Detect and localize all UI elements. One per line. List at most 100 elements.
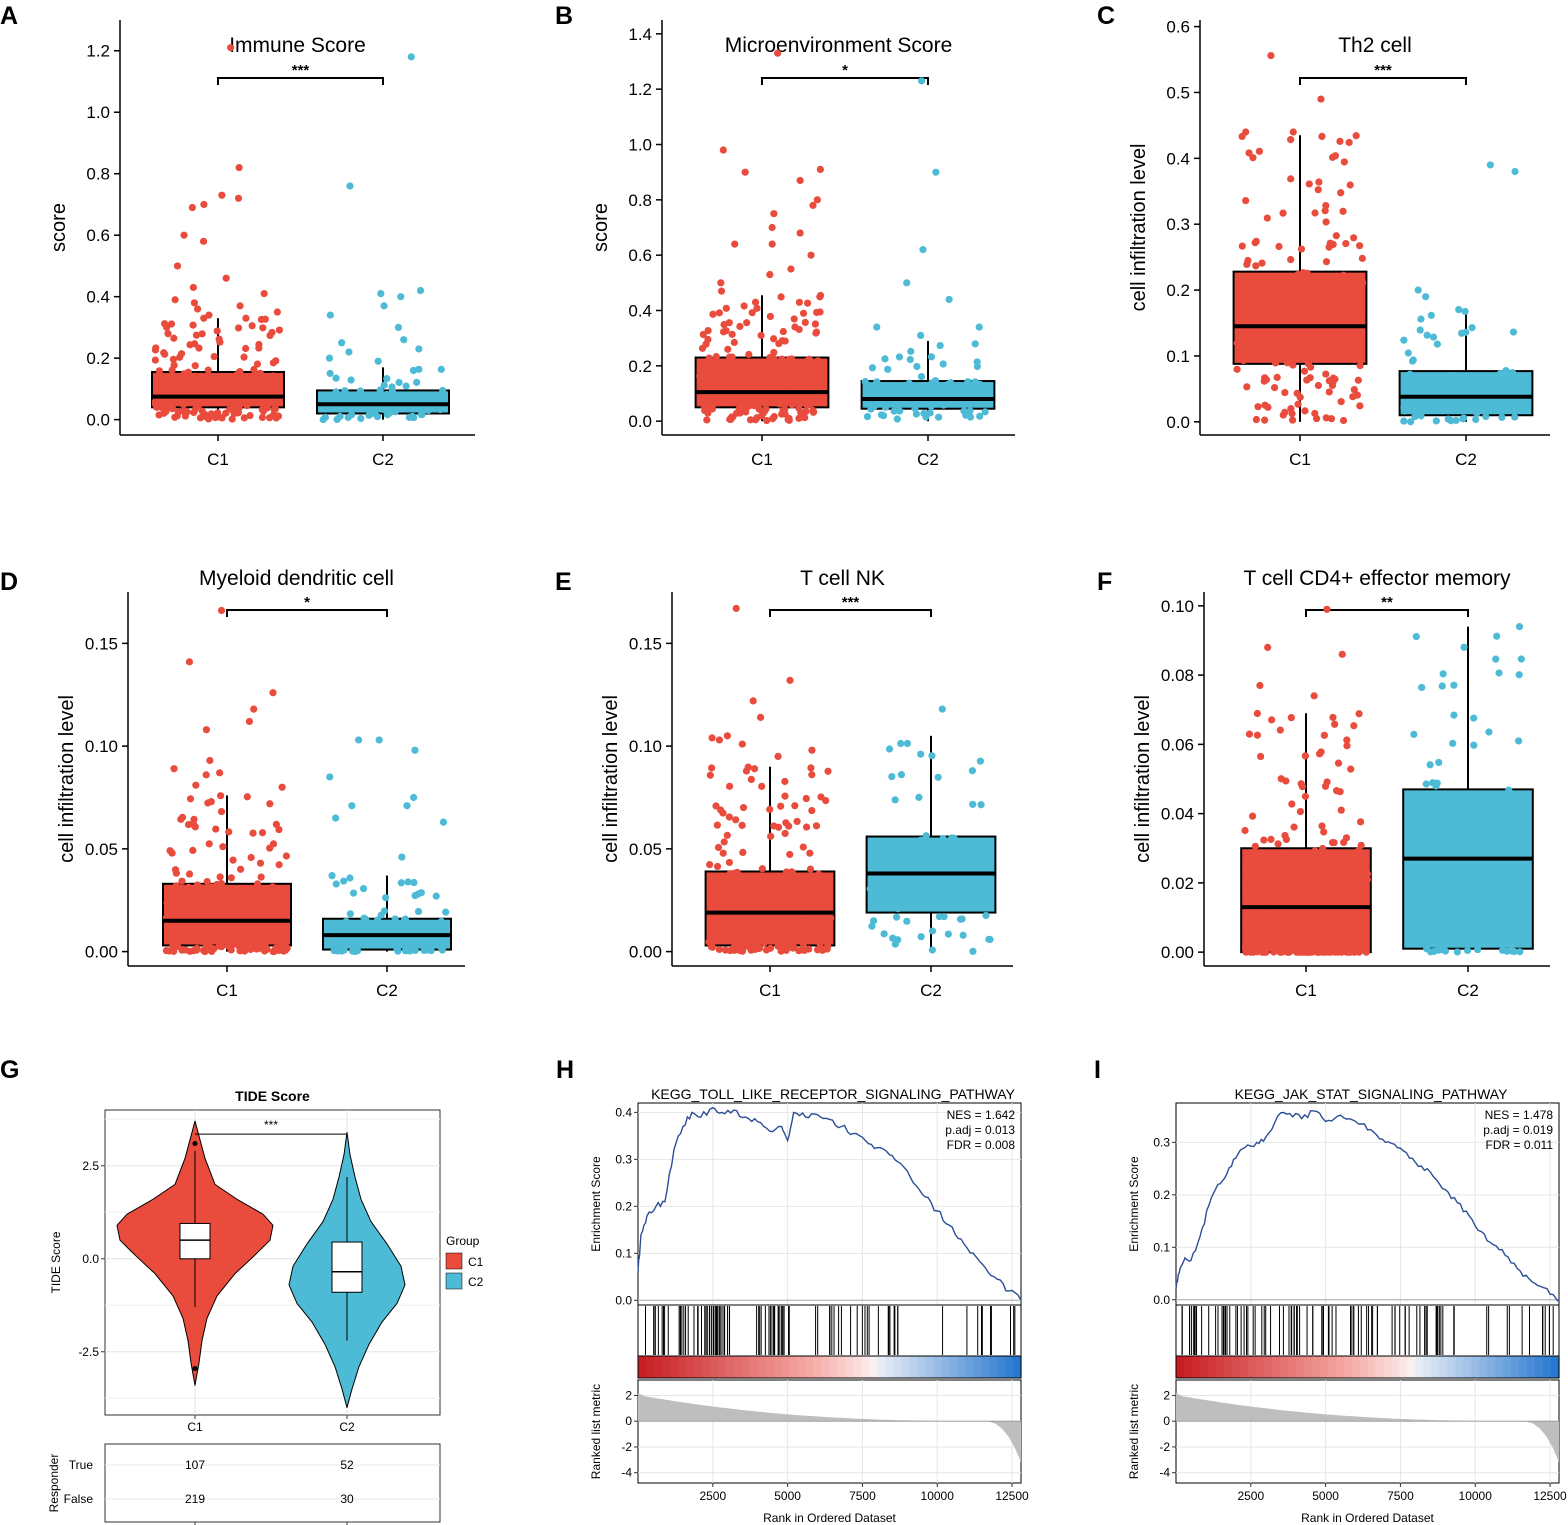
data-point: [708, 764, 716, 772]
data-point: [1449, 739, 1457, 747]
data-point: [760, 939, 768, 947]
significance-label: *: [842, 62, 848, 79]
data-point: [938, 705, 946, 713]
rank-color-segment: [1279, 1356, 1289, 1378]
y-axis-label: score: [590, 203, 612, 252]
y-tick-label: 0.3: [615, 1152, 632, 1166]
data-point: [744, 763, 752, 771]
data-point: [204, 415, 213, 423]
data-point: [1350, 722, 1358, 730]
data-point: [786, 850, 794, 859]
data-point: [741, 168, 749, 176]
data-point: [888, 772, 896, 781]
data-point: [1270, 383, 1279, 392]
data-point: [189, 283, 197, 292]
ranked-metric-area: [1176, 1392, 1559, 1463]
data-point: [325, 354, 334, 362]
data-point: [401, 915, 410, 923]
data-point: [758, 865, 766, 873]
data-point: [1510, 375, 1518, 384]
rank-color-segment: [1431, 1356, 1440, 1378]
data-point: [166, 896, 174, 904]
x-tick-label: C1: [187, 1420, 203, 1434]
data-point: [266, 800, 274, 808]
data-point: [1340, 283, 1348, 291]
data-point: [272, 820, 280, 828]
data-point: [195, 344, 203, 352]
rank-color-segment: [981, 1356, 990, 1378]
y-tick-label: 0.0: [1166, 413, 1190, 432]
data-point: [728, 392, 736, 401]
data-point: [161, 350, 169, 358]
data-point: [200, 314, 208, 322]
data-point: [1509, 328, 1518, 336]
rank-color-segment: [1543, 1356, 1552, 1378]
data-point: [1491, 377, 1499, 385]
data-point: [713, 821, 721, 829]
data-point: [1459, 796, 1467, 804]
data-point: [177, 815, 185, 823]
rank-color-segment: [645, 1356, 655, 1378]
data-point: [811, 393, 819, 402]
data-point: [699, 330, 707, 339]
data-point: [893, 415, 901, 423]
data-point: [964, 378, 972, 386]
data-point: [1267, 51, 1275, 60]
y-tick-label: 0.4: [1166, 149, 1190, 168]
data-point: [1439, 670, 1447, 678]
x-tick-label: 2500: [699, 1489, 726, 1503]
data-point: [750, 765, 759, 773]
data-point: [749, 697, 757, 705]
data-point: [708, 943, 717, 951]
data-point: [744, 939, 753, 947]
data-point: [1507, 946, 1515, 954]
data-point: [1253, 731, 1262, 739]
data-point: [1344, 306, 1352, 314]
data-point: [177, 350, 186, 358]
data-point: [282, 944, 290, 952]
data-point: [760, 899, 769, 907]
data-point: [934, 860, 942, 869]
box-iqr: [331, 1241, 363, 1293]
rank-color-segment: [805, 1356, 815, 1378]
y-tick-label: 0.00: [85, 943, 118, 962]
data-point: [1342, 315, 1351, 323]
data-point: [721, 899, 729, 907]
data-point: [922, 413, 930, 421]
panel-title: TIDE Score: [235, 1088, 310, 1104]
data-point: [1357, 290, 1365, 298]
data-point: [873, 378, 881, 386]
data-point: [217, 879, 225, 888]
data-point: [227, 388, 235, 396]
data-point: [1356, 916, 1364, 924]
data-point: [711, 886, 720, 894]
panel-label: A: [0, 2, 18, 30]
y-axis-label: TIDE Score: [49, 1231, 63, 1293]
data-point: [1509, 403, 1518, 411]
data-point: [346, 182, 354, 190]
data-point: [260, 289, 268, 298]
data-point: [1302, 948, 1310, 956]
data-point: [796, 229, 804, 237]
data-point: [1462, 328, 1470, 336]
data-point: [1363, 875, 1371, 884]
y-tick-label: 0.1: [1166, 347, 1190, 366]
data-point: [154, 373, 162, 381]
data-point: [736, 887, 745, 895]
data-point: [257, 315, 266, 324]
data-point: [1267, 330, 1276, 338]
rank-color-segment: [957, 1356, 966, 1378]
data-point: [786, 676, 794, 684]
data-point: [870, 402, 879, 410]
y-tick-label: 0.10: [629, 737, 662, 756]
rank-color-segment: [893, 1356, 902, 1378]
y-tick-label: 0.5: [1166, 83, 1190, 102]
data-point: [234, 194, 243, 202]
data-point: [801, 359, 809, 367]
data-point: [326, 773, 334, 781]
data-point: [822, 928, 830, 937]
data-point: [884, 365, 892, 373]
data-point: [255, 340, 263, 349]
rank-color-segment: [1311, 1356, 1321, 1378]
data-point: [415, 365, 423, 373]
